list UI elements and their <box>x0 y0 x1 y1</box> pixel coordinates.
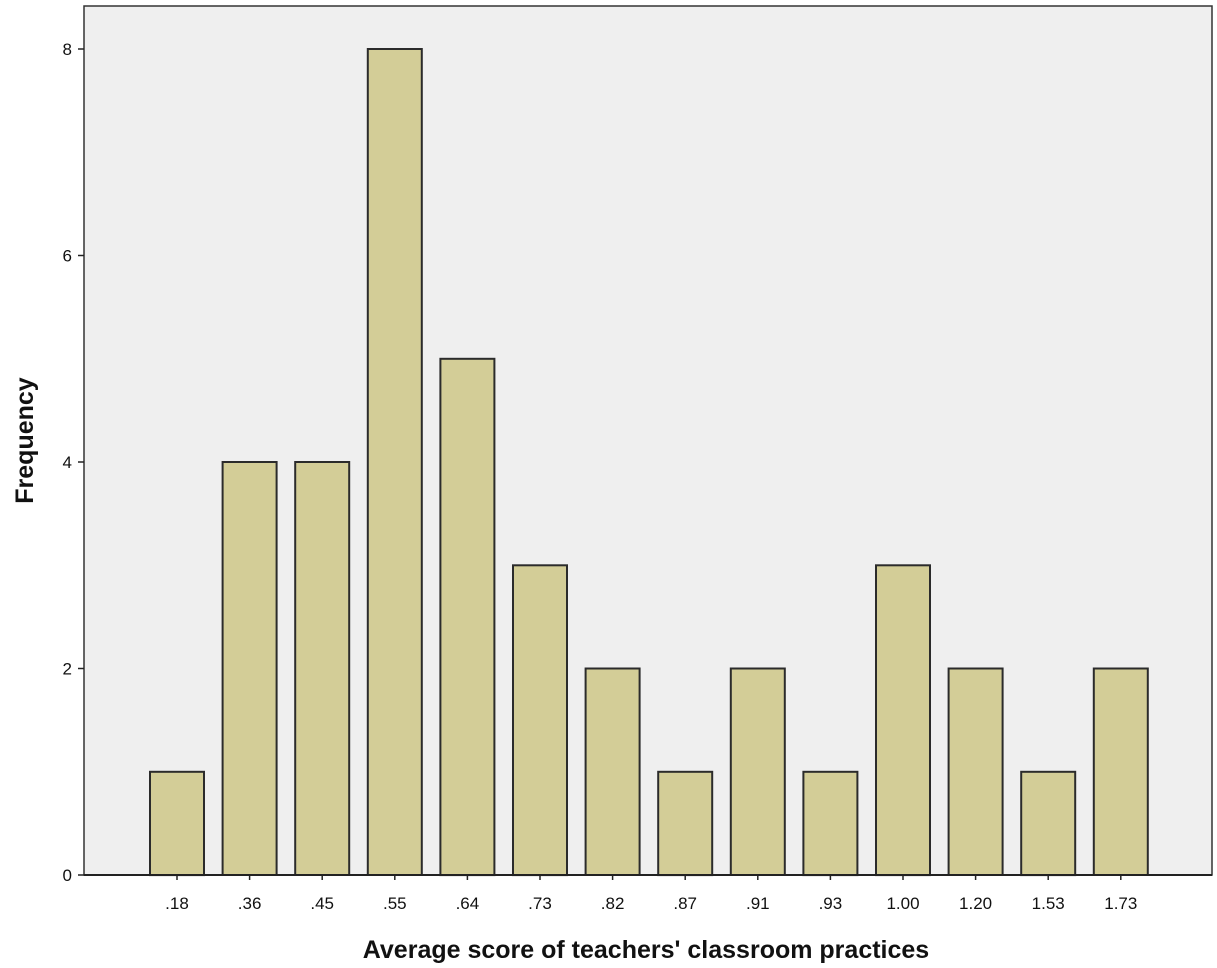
x-axis-title: Average score of teachers' classroom pra… <box>363 936 929 964</box>
x-tick-label: .87 <box>673 894 697 913</box>
bar-.45 <box>294 461 351 876</box>
x-tick-label: 1.00 <box>886 894 919 913</box>
bar-.36 <box>221 461 278 876</box>
x-tick-label: 1.53 <box>1032 894 1065 913</box>
y-tick-label: 4 <box>63 453 72 472</box>
bar-.91 <box>729 667 786 876</box>
x-tick-label: .91 <box>746 894 770 913</box>
bar-.82 <box>584 667 641 876</box>
y-tick-label: 2 <box>63 660 72 679</box>
bar-.55 <box>366 48 423 876</box>
y-tick-label: 8 <box>63 40 72 59</box>
x-axis: .18 .36 .45 .55 .64 .73 .82 .87 .91 .93 1.00 1.20 1.… <box>165 875 1137 913</box>
x-tick-label: .82 <box>601 894 625 913</box>
x-tick-label: 1.73 <box>1104 894 1137 913</box>
bar-.18 <box>149 770 205 877</box>
y-axis: 0 2 4 6 8 <box>63 40 84 885</box>
x-tick-label: .36 <box>238 894 262 913</box>
bar-.64 <box>439 357 496 877</box>
bar-.93 <box>802 770 859 877</box>
bar-1.53 <box>1020 770 1077 877</box>
x-tick-label: .18 <box>165 894 189 913</box>
bar-1.73 <box>1092 667 1149 876</box>
y-tick-label: 6 <box>63 247 72 266</box>
bar-1.00 <box>875 564 931 877</box>
x-tick-label: .93 <box>819 894 843 913</box>
x-tick-label: .55 <box>383 894 407 913</box>
bar-.73 <box>512 564 568 877</box>
bar-1.20 <box>947 667 1004 876</box>
x-tick-label: .73 <box>528 894 552 913</box>
x-tick-label: .64 <box>456 894 480 913</box>
bar-.87 <box>657 770 714 877</box>
y-tick-label: 0 <box>63 866 72 885</box>
x-tick-label: .45 <box>310 894 334 913</box>
y-axis-title: Frequency <box>11 377 39 504</box>
x-tick-label: 1.20 <box>959 894 992 913</box>
bars-layer <box>149 48 1149 877</box>
